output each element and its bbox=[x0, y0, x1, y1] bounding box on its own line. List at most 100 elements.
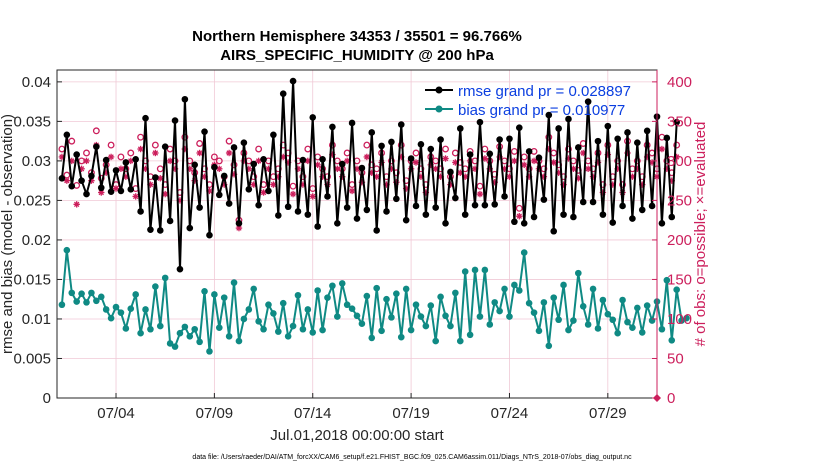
x-tick-label: 07/09 bbox=[196, 405, 234, 422]
rmse-point bbox=[363, 206, 371, 214]
y-tick-label-right: 0 bbox=[667, 390, 675, 407]
evaluated-stroke bbox=[196, 150, 203, 156]
rmse-point bbox=[230, 144, 238, 151]
bias-point bbox=[525, 299, 533, 307]
bias-point bbox=[161, 274, 169, 282]
rmse-point bbox=[186, 224, 194, 232]
evaluated-stroke bbox=[260, 189, 267, 196]
legend-marker-rmse bbox=[435, 86, 443, 94]
bias-point bbox=[417, 313, 425, 320]
rmse-point bbox=[304, 211, 312, 218]
bias-point bbox=[683, 314, 690, 322]
bias-point bbox=[373, 284, 380, 292]
rmse-point bbox=[166, 217, 174, 225]
bias-point bbox=[294, 291, 302, 299]
rmse-point bbox=[624, 129, 631, 136]
bias-point bbox=[643, 302, 651, 309]
rmse-point bbox=[452, 194, 459, 202]
bias-point bbox=[166, 340, 174, 347]
bias-line bbox=[60, 249, 687, 353]
rmse-point bbox=[142, 114, 149, 122]
rmse-point bbox=[250, 160, 258, 168]
bias-point bbox=[250, 285, 258, 293]
evaluated-stroke bbox=[280, 154, 286, 160]
rmse-point bbox=[530, 213, 538, 221]
bias-point bbox=[58, 301, 66, 309]
evaluated-point bbox=[516, 213, 523, 220]
evaluated-point bbox=[137, 145, 144, 153]
rmse-point bbox=[515, 124, 523, 131]
bias-point bbox=[511, 281, 518, 289]
evaluated-point bbox=[363, 153, 371, 161]
rmse-point bbox=[191, 161, 199, 169]
y-tick-label-right: 300 bbox=[667, 153, 692, 170]
rmse-point bbox=[673, 118, 680, 126]
bias-point bbox=[240, 315, 248, 323]
bias-point bbox=[422, 322, 430, 330]
rmse-point bbox=[383, 208, 390, 215]
bias-point bbox=[334, 313, 341, 320]
rmse-point bbox=[629, 215, 636, 222]
evaluated-stroke bbox=[118, 166, 124, 172]
evaluated-stroke bbox=[305, 158, 311, 164]
evaluated-point bbox=[63, 177, 71, 184]
evaluated-stroke bbox=[73, 201, 80, 208]
axis-end-marker bbox=[653, 394, 661, 402]
bias-point bbox=[476, 313, 484, 320]
footer-data-file: data file: /Users/raeder/DAI/ATM_forcXX/… bbox=[192, 454, 632, 461]
evaluated-stroke bbox=[310, 193, 316, 200]
possible-point bbox=[83, 149, 90, 157]
rmse-point bbox=[393, 195, 400, 203]
bias-point bbox=[107, 314, 115, 322]
rmse-point bbox=[299, 156, 307, 164]
bias-point bbox=[225, 333, 233, 340]
rmse-point bbox=[456, 125, 464, 132]
bias-point bbox=[102, 306, 110, 313]
possible-point bbox=[565, 145, 572, 153]
rmse-point bbox=[314, 223, 321, 230]
possible-point bbox=[476, 182, 484, 190]
bias-point bbox=[284, 333, 292, 340]
rmse-point bbox=[520, 220, 528, 227]
x-tick-label: 07/04 bbox=[97, 405, 135, 422]
rmse-point bbox=[358, 164, 366, 172]
rmse-point bbox=[275, 212, 282, 219]
evaluated-stroke bbox=[585, 166, 591, 172]
rmse-point bbox=[378, 142, 385, 150]
rmse-point bbox=[225, 200, 233, 207]
bias-point bbox=[343, 301, 351, 309]
bias-point bbox=[235, 337, 243, 345]
evaluated-stroke bbox=[432, 166, 439, 172]
evaluated-stroke bbox=[521, 162, 527, 168]
bias-point bbox=[353, 312, 361, 320]
bias-point bbox=[186, 333, 194, 340]
rmse-point bbox=[58, 174, 66, 182]
y-tick-label-left: 0.02 bbox=[22, 232, 51, 249]
bias-point bbox=[506, 313, 513, 320]
rmse-point bbox=[594, 137, 602, 145]
evaluated-stroke bbox=[477, 191, 483, 197]
evaluated-stroke bbox=[516, 213, 522, 219]
bias-point bbox=[230, 279, 238, 286]
possible-point bbox=[289, 182, 297, 190]
possible-point bbox=[673, 141, 681, 149]
rmse-point bbox=[427, 145, 435, 153]
rmse-point bbox=[609, 219, 617, 226]
possible-point bbox=[363, 141, 371, 149]
evaluated-point bbox=[442, 155, 449, 162]
plot-background bbox=[57, 70, 657, 398]
y-tick-label-left: 0.01 bbox=[22, 311, 51, 328]
rmse-point bbox=[570, 213, 577, 221]
evaluated-stroke bbox=[162, 191, 168, 197]
rmse-point bbox=[201, 128, 208, 135]
bias-point bbox=[83, 299, 90, 306]
bias-point bbox=[156, 322, 164, 330]
chart-title-line2: AIRS_SPECIFIC_HUMIDITY @ 200 hPa bbox=[220, 47, 494, 64]
rmse-point bbox=[373, 227, 380, 234]
bias-point bbox=[668, 337, 676, 344]
bias-point bbox=[550, 294, 558, 301]
bias-point bbox=[393, 290, 400, 297]
rmse-point bbox=[663, 134, 671, 142]
rmse-point bbox=[511, 218, 518, 226]
rmse-point bbox=[265, 187, 272, 195]
